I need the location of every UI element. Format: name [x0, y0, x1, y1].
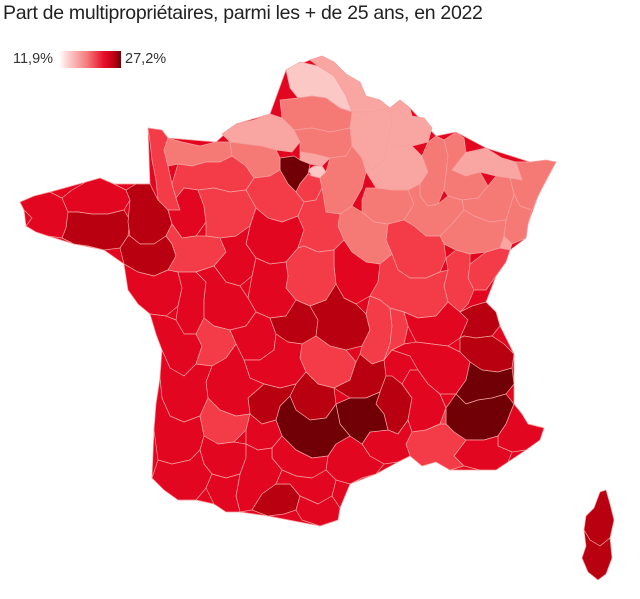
department-pas-de-calais — [309, 55, 391, 113]
department-morbihan — [61, 209, 131, 251]
department-ardennes — [387, 99, 433, 147]
department-pyr-n-es-orientales — [295, 495, 341, 527]
map-title: Part de multipropriétaires, parmi les + … — [3, 2, 483, 24]
legend-max-label: 27,2% — [125, 51, 167, 67]
department-corse-du-sud — [581, 529, 613, 581]
legend-gradient-bar — [59, 50, 122, 68]
department-doubs — [467, 247, 511, 291]
legend-min-label: 11,9% — [13, 51, 54, 67]
department-vaucluse — [425, 393, 447, 431]
department-bas-rhin — [509, 159, 557, 211]
department-hautes-pyr-n-es — [205, 473, 241, 513]
color-legend: 11,9% 27,2% — [13, 49, 166, 69]
department-jura — [443, 249, 475, 313]
department-c-tes-d-armor — [61, 177, 131, 215]
